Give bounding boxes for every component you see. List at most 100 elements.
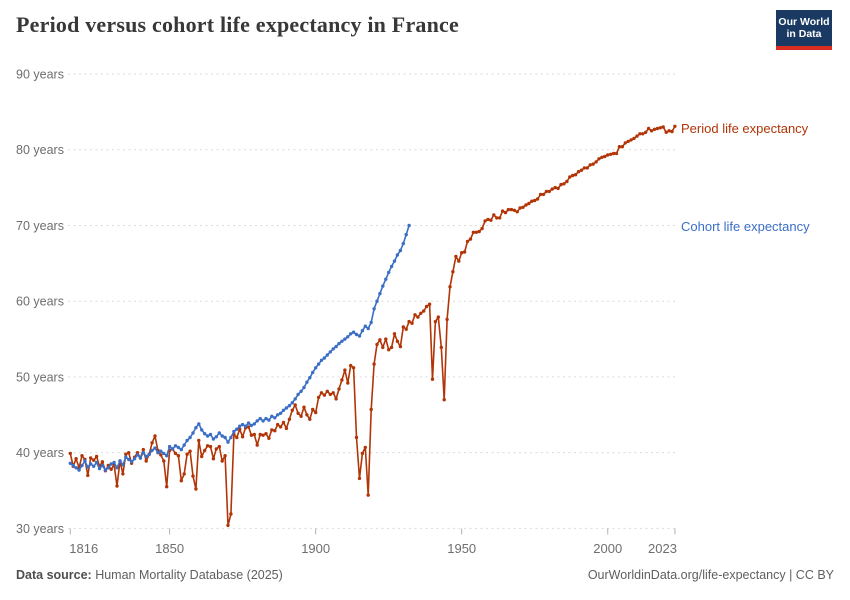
- data-point[interactable]: [410, 321, 414, 325]
- data-point[interactable]: [220, 459, 224, 463]
- data-point[interactable]: [349, 332, 353, 336]
- data-point[interactable]: [173, 451, 178, 456]
- data-point[interactable]: [129, 460, 134, 464]
- data-point[interactable]: [299, 414, 303, 418]
- data-point[interactable]: [191, 431, 195, 435]
- data-point[interactable]: [500, 209, 505, 213]
- data-point[interactable]: [200, 428, 204, 432]
- data-point[interactable]: [147, 452, 151, 456]
- data-point[interactable]: [118, 459, 122, 463]
- data-point[interactable]: [71, 463, 75, 468]
- owid-license-link[interactable]: OurWorldinData.org/life-expectancy | CC …: [587, 568, 834, 582]
- data-point[interactable]: [445, 317, 449, 322]
- data-point[interactable]: [185, 452, 189, 456]
- data-point[interactable]: [638, 132, 642, 136]
- data-point[interactable]: [229, 435, 233, 440]
- data-point[interactable]: [462, 250, 467, 254]
- data-point[interactable]: [349, 363, 353, 368]
- data-point[interactable]: [585, 166, 589, 170]
- data-point[interactable]: [194, 487, 198, 491]
- series-line-cohort[interactable]: [69, 224, 410, 471]
- data-point[interactable]: [389, 345, 394, 350]
- data-point[interactable]: [495, 216, 499, 220]
- data-point[interactable]: [100, 463, 105, 468]
- data-point[interactable]: [112, 460, 116, 465]
- data-point[interactable]: [106, 466, 111, 470]
- data-point[interactable]: [127, 457, 131, 462]
- data-point[interactable]: [489, 218, 493, 222]
- data-point[interactable]: [597, 157, 601, 161]
- data-point[interactable]: [614, 151, 619, 156]
- data-point[interactable]: [427, 302, 432, 306]
- data-point[interactable]: [205, 434, 210, 438]
- data-point[interactable]: [302, 405, 306, 409]
- data-point[interactable]: [369, 407, 373, 412]
- data-point[interactable]: [249, 423, 254, 428]
- data-point[interactable]: [255, 419, 259, 423]
- data-point[interactable]: [518, 206, 522, 210]
- data-point[interactable]: [205, 444, 210, 448]
- data-point[interactable]: [568, 175, 572, 179]
- data-point[interactable]: [141, 451, 145, 455]
- data-point[interactable]: [273, 429, 277, 433]
- data-point[interactable]: [89, 456, 93, 460]
- data-point[interactable]: [121, 463, 125, 467]
- data-point[interactable]: [673, 124, 677, 128]
- data-point[interactable]: [281, 408, 286, 412]
- data-point[interactable]: [176, 454, 181, 458]
- data-point[interactable]: [302, 385, 306, 390]
- data-point[interactable]: [319, 358, 324, 362]
- data-point[interactable]: [398, 248, 403, 253]
- data-point[interactable]: [322, 393, 327, 397]
- data-point[interactable]: [404, 232, 408, 237]
- data-point[interactable]: [389, 264, 394, 269]
- data-point[interactable]: [109, 462, 113, 466]
- data-point[interactable]: [419, 311, 423, 315]
- data-point[interactable]: [100, 460, 105, 464]
- data-point[interactable]: [454, 254, 458, 259]
- data-point[interactable]: [573, 173, 578, 177]
- data-point[interactable]: [392, 259, 397, 263]
- data-point[interactable]: [661, 125, 665, 129]
- owid-logo[interactable]: Our World in Data: [776, 10, 832, 50]
- data-point[interactable]: [562, 182, 566, 186]
- data-point[interactable]: [278, 425, 283, 429]
- data-point[interactable]: [293, 403, 297, 407]
- data-point[interactable]: [351, 366, 356, 370]
- data-point[interactable]: [363, 445, 367, 450]
- data-point[interactable]: [381, 284, 385, 288]
- data-point[interactable]: [311, 370, 315, 375]
- data-point[interactable]: [422, 309, 426, 313]
- data-point[interactable]: [203, 448, 207, 453]
- data-point[interactable]: [448, 285, 452, 289]
- data-point[interactable]: [535, 197, 540, 201]
- data-point[interactable]: [591, 162, 595, 166]
- data-point[interactable]: [261, 419, 265, 423]
- data-point[interactable]: [293, 397, 297, 401]
- data-point[interactable]: [521, 205, 525, 209]
- data-point[interactable]: [182, 472, 186, 476]
- data-point[interactable]: [305, 380, 309, 384]
- data-point[interactable]: [658, 126, 662, 130]
- data-point[interactable]: [103, 468, 108, 472]
- data-point[interactable]: [240, 435, 245, 439]
- data-point[interactable]: [556, 186, 560, 191]
- data-point[interactable]: [97, 466, 102, 471]
- data-point[interactable]: [387, 348, 391, 352]
- data-point[interactable]: [477, 229, 481, 234]
- data-point[interactable]: [576, 170, 581, 174]
- data-point[interactable]: [360, 451, 365, 456]
- data-point[interactable]: [270, 428, 274, 432]
- data-point[interactable]: [506, 207, 511, 212]
- data-point[interactable]: [267, 418, 271, 422]
- data-point[interactable]: [375, 299, 379, 303]
- data-point[interactable]: [162, 451, 166, 456]
- data-point[interactable]: [261, 433, 265, 437]
- data-point[interactable]: [176, 445, 181, 450]
- data-point[interactable]: [270, 414, 274, 418]
- data-point[interactable]: [232, 429, 236, 434]
- data-point[interactable]: [486, 217, 490, 222]
- data-point[interactable]: [165, 485, 169, 489]
- data-point[interactable]: [165, 454, 169, 458]
- data-point[interactable]: [182, 443, 186, 447]
